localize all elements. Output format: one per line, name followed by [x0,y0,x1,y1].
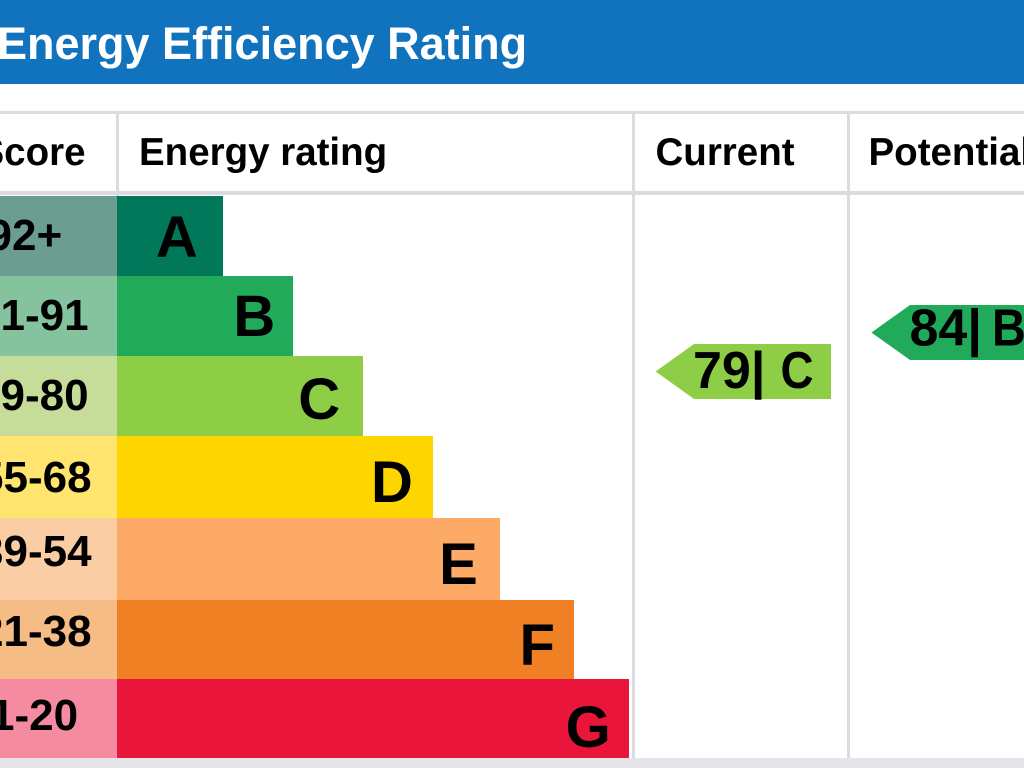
svg-text:79|: 79| [693,342,765,400]
svg-text:C: C [781,343,814,400]
svg-text:84|: 84| [910,300,982,358]
svg-text:B: B [992,299,1024,357]
